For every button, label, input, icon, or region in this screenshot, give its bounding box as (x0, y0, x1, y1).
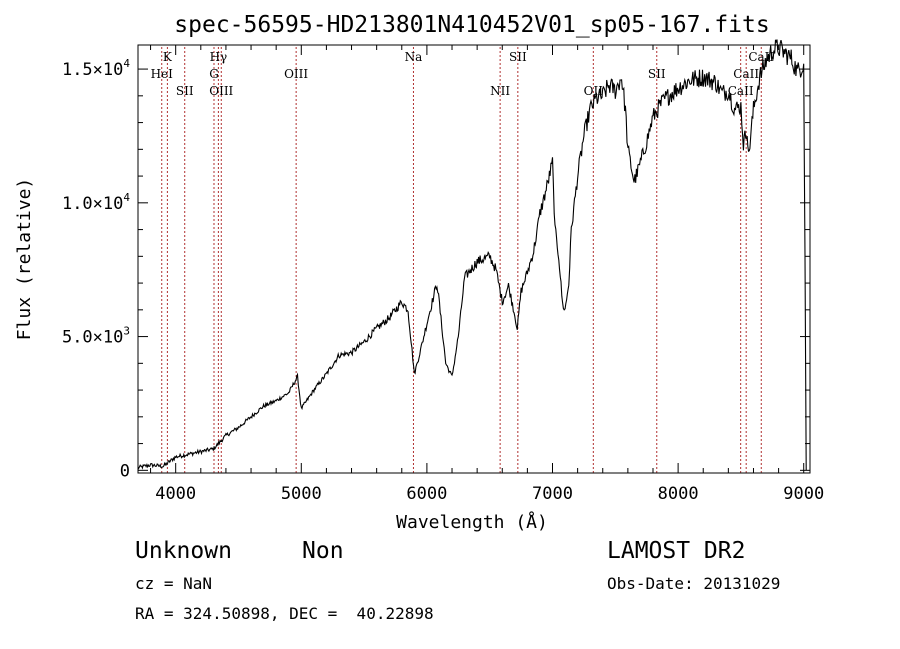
emission-line-label: CaII (748, 50, 774, 64)
emission-line-label: SII (176, 84, 194, 98)
x-tick-label: 4000 (155, 484, 196, 504)
x-axis-label: Wavelength (Å) (396, 511, 548, 533)
x-tick-label: 5000 (281, 484, 322, 504)
emission-line-label: HeI (151, 67, 174, 81)
y-tick-exponent: 3 (123, 325, 130, 338)
spectrum-line (137, 39, 807, 471)
object-class: Unknown (135, 538, 232, 564)
y-tick-exponent: 4 (123, 57, 130, 70)
redshift-cz: cz = NaN (135, 574, 213, 593)
x-tick-label: 6000 (406, 484, 447, 504)
emission-line-label: SII (509, 50, 527, 64)
emission-line-label: K (163, 50, 173, 64)
y-tick-mantissa: 1.5×10 (62, 60, 123, 80)
emission-line-label: OIII (284, 67, 308, 81)
emission-line-label: G (209, 67, 219, 81)
y-tick-mantissa: 0 (120, 461, 130, 481)
y-tick-label: 0 (120, 461, 130, 481)
coordinates: RA = 324.50898, DEC = 40.22898 (135, 604, 434, 623)
emission-line-label: OIII (209, 84, 233, 98)
y-tick-mantissa: 5.0×10 (62, 328, 123, 348)
x-tick-label: 7000 (532, 484, 573, 504)
emission-line-markers (161, 47, 762, 473)
object-subclass: Non (302, 538, 344, 564)
y-tick-label: 1.0×104 (62, 191, 130, 214)
emission-line-label: CaII (728, 84, 754, 98)
y-tick-label: 1.5×104 (62, 57, 130, 80)
survey-name: LAMOST DR2 (607, 538, 746, 564)
x-axis-ticks: 4000 5000 6000 7000 8000 9000 (150, 45, 824, 504)
emission-line-label: NII (490, 84, 510, 98)
emission-line-label: SII (648, 67, 666, 81)
y-tick-exponent: 4 (123, 191, 130, 204)
x-tick-label: 8000 (658, 484, 699, 504)
plot-frame (137, 44, 811, 474)
emission-line-label: Hγ (210, 50, 228, 64)
observation-date: Obs-Date: 20131029 (607, 574, 781, 593)
chart-title: spec-56595-HD213801N410452V01_sp05-167.f… (174, 12, 769, 38)
y-axis-label: Flux (relative) (14, 178, 35, 341)
y-tick-mantissa: 1.0×10 (62, 194, 123, 214)
emission-line-label: CaII (733, 67, 759, 81)
y-tick-label: 5.0×103 (62, 325, 130, 348)
x-tick-label: 9000 (783, 484, 824, 504)
emission-line-label: Na (405, 50, 423, 64)
